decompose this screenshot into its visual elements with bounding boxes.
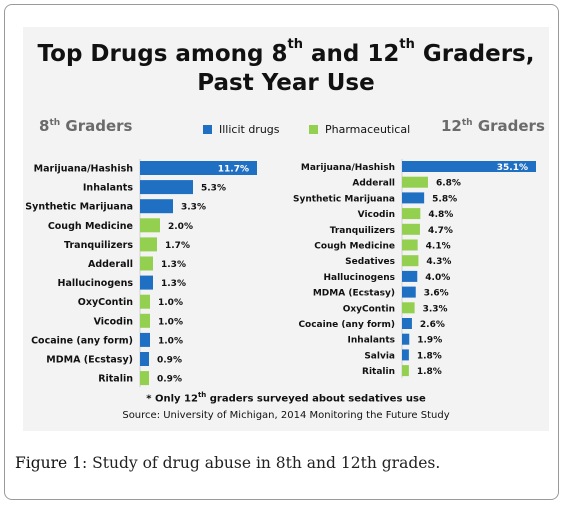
g12-bar xyxy=(402,365,409,377)
g12-bar xyxy=(402,349,409,361)
g12-category-label: Inhalants xyxy=(348,336,395,346)
g12-bar xyxy=(402,192,425,204)
g12-category-label: OxyContin xyxy=(343,304,395,314)
g8-bar xyxy=(140,161,257,175)
g8-bar xyxy=(140,218,160,233)
g8-bar xyxy=(140,294,150,309)
caption-text: : Study of drug abuse in 8th and 12th gr… xyxy=(82,454,441,472)
g8-category-label: Hallucinogens xyxy=(58,278,134,289)
g12-value-label: 3.6% xyxy=(424,289,449,299)
g8-value-label: 1.0% xyxy=(158,298,183,308)
legend-pharma-label: Pharmaceutical xyxy=(325,123,411,136)
g12-category-label: Tranquilizers xyxy=(330,226,395,236)
g12-bar xyxy=(402,255,419,267)
g12-category-label: Cocaine (any form) xyxy=(298,320,395,330)
g8-value-label: 2.0% xyxy=(168,222,193,232)
g8-bar xyxy=(140,275,153,290)
chart-title-line2: Past Year Use xyxy=(197,70,375,96)
g12-bar xyxy=(402,176,428,188)
chart-panel: Top Drugs among 8th and 12th Graders, Pa… xyxy=(23,27,549,431)
g12-bar xyxy=(402,239,418,251)
g8-category-label: Cough Medicine xyxy=(48,221,133,232)
g12-bar xyxy=(402,223,420,235)
group-label-8th: 8th Graders xyxy=(39,117,133,135)
g12-bar xyxy=(402,161,536,172)
figure-frame: Top Drugs among 8th and 12th Graders, Pa… xyxy=(4,4,559,500)
g8-bar xyxy=(140,332,150,347)
g8-bar xyxy=(140,313,150,328)
g12-value-label: 4.0% xyxy=(425,273,450,283)
caption-label: Figure 1 xyxy=(15,454,82,472)
g8-value-label: 1.0% xyxy=(158,336,183,346)
legend-illicit-label: Illicit drugs xyxy=(219,123,280,136)
g8-value-label: 3.3% xyxy=(181,203,206,213)
g8-bar xyxy=(140,199,173,214)
g12-value-label: 35.1% xyxy=(497,163,528,173)
g8-category-label: MDMA (Ecstasy) xyxy=(46,355,133,366)
g12-category-label: Hallucinogens xyxy=(323,273,395,283)
g8-bar xyxy=(140,237,157,252)
g8-category-label: Marijuana/Hashish xyxy=(34,164,134,175)
g12-value-label: 2.6% xyxy=(420,320,445,330)
g8-bar xyxy=(140,256,153,271)
g8-value-label: 1.0% xyxy=(158,317,183,327)
figure-caption: Figure 1: Study of drug abuse in 8th and… xyxy=(15,454,440,472)
g12-bar xyxy=(402,302,415,314)
g12-bar xyxy=(402,270,418,282)
legend-pharma-swatch xyxy=(309,125,318,134)
chart-title-line1: Top Drugs among 8th and 12th Graders, xyxy=(37,37,535,67)
g8-category-label: Inhalants xyxy=(83,183,133,194)
g12-value-label: 5.8% xyxy=(432,194,457,204)
sedatives-note: * Only 12th graders surveyed about sedat… xyxy=(146,391,426,405)
g12-value-label: 1.9% xyxy=(417,336,442,346)
g12-category-label: Adderall xyxy=(352,179,395,189)
g12-bar xyxy=(402,208,421,220)
group-label-12th: 12th Graders xyxy=(441,117,545,135)
g8-category-label: Cocaine (any form) xyxy=(31,335,133,346)
g8-category-label: Ritalin xyxy=(98,374,133,385)
g8-value-label: 1.3% xyxy=(161,279,186,289)
bar-charts: Marijuana/Hashish 11.7% Inhalants 5.3% Synth… xyxy=(25,159,536,388)
g8-category-label: Synthetic Marijuana xyxy=(25,202,133,213)
g12-value-label: 4.3% xyxy=(426,257,451,267)
g8-bar xyxy=(140,352,149,366)
g12-category-label: Salvia xyxy=(364,351,395,361)
g8-value-label: 1.3% xyxy=(161,260,186,270)
g12-value-label: 1.8% xyxy=(417,367,442,377)
g12-bar xyxy=(402,333,410,345)
g12-value-label: 4.8% xyxy=(428,210,453,220)
g8-bar xyxy=(140,180,193,195)
g8-value-label: 0.9% xyxy=(157,356,182,366)
g8-value-label: 0.9% xyxy=(157,375,182,385)
g8-value-label: 11.7% xyxy=(218,165,249,175)
g12-value-label: 4.7% xyxy=(428,226,453,236)
source-line: Source: University of Michigan, 2014 Mon… xyxy=(122,410,450,421)
legend-pharma: Pharmaceutical xyxy=(309,123,410,136)
g12-value-label: 1.8% xyxy=(417,351,442,361)
legend-illicit-swatch xyxy=(203,125,212,134)
g12-bar xyxy=(402,318,412,329)
g8-category-label: Vicodin xyxy=(94,316,134,327)
g12-value-label: 6.8% xyxy=(436,179,461,189)
g12-category-label: Cough Medicine xyxy=(314,242,395,252)
g8-category-label: Adderall xyxy=(88,259,133,270)
g12-category-label: Sedatives xyxy=(345,257,395,267)
g8-bar xyxy=(140,371,149,386)
g12-category-label: MDMA (Ecstasy) xyxy=(313,289,395,299)
g12-category-label: Vicodin xyxy=(358,210,395,220)
g12-category-label: Ritalin xyxy=(362,367,395,377)
g12-value-label: 4.1% xyxy=(426,242,451,252)
g8-value-label: 5.3% xyxy=(201,184,226,194)
g12-category-label: Marijuana/Hashish xyxy=(301,163,395,173)
g12-value-label: 3.3% xyxy=(423,304,448,314)
g12-category-label: Synthetic Marijuana xyxy=(293,194,395,204)
g8-category-label: Tranquilizers xyxy=(64,240,133,251)
g12-bar xyxy=(402,286,416,298)
g8-category-label: OxyContin xyxy=(78,297,133,308)
g8-value-label: 1.7% xyxy=(165,241,190,251)
legend-illicit: Illicit drugs xyxy=(203,123,280,136)
